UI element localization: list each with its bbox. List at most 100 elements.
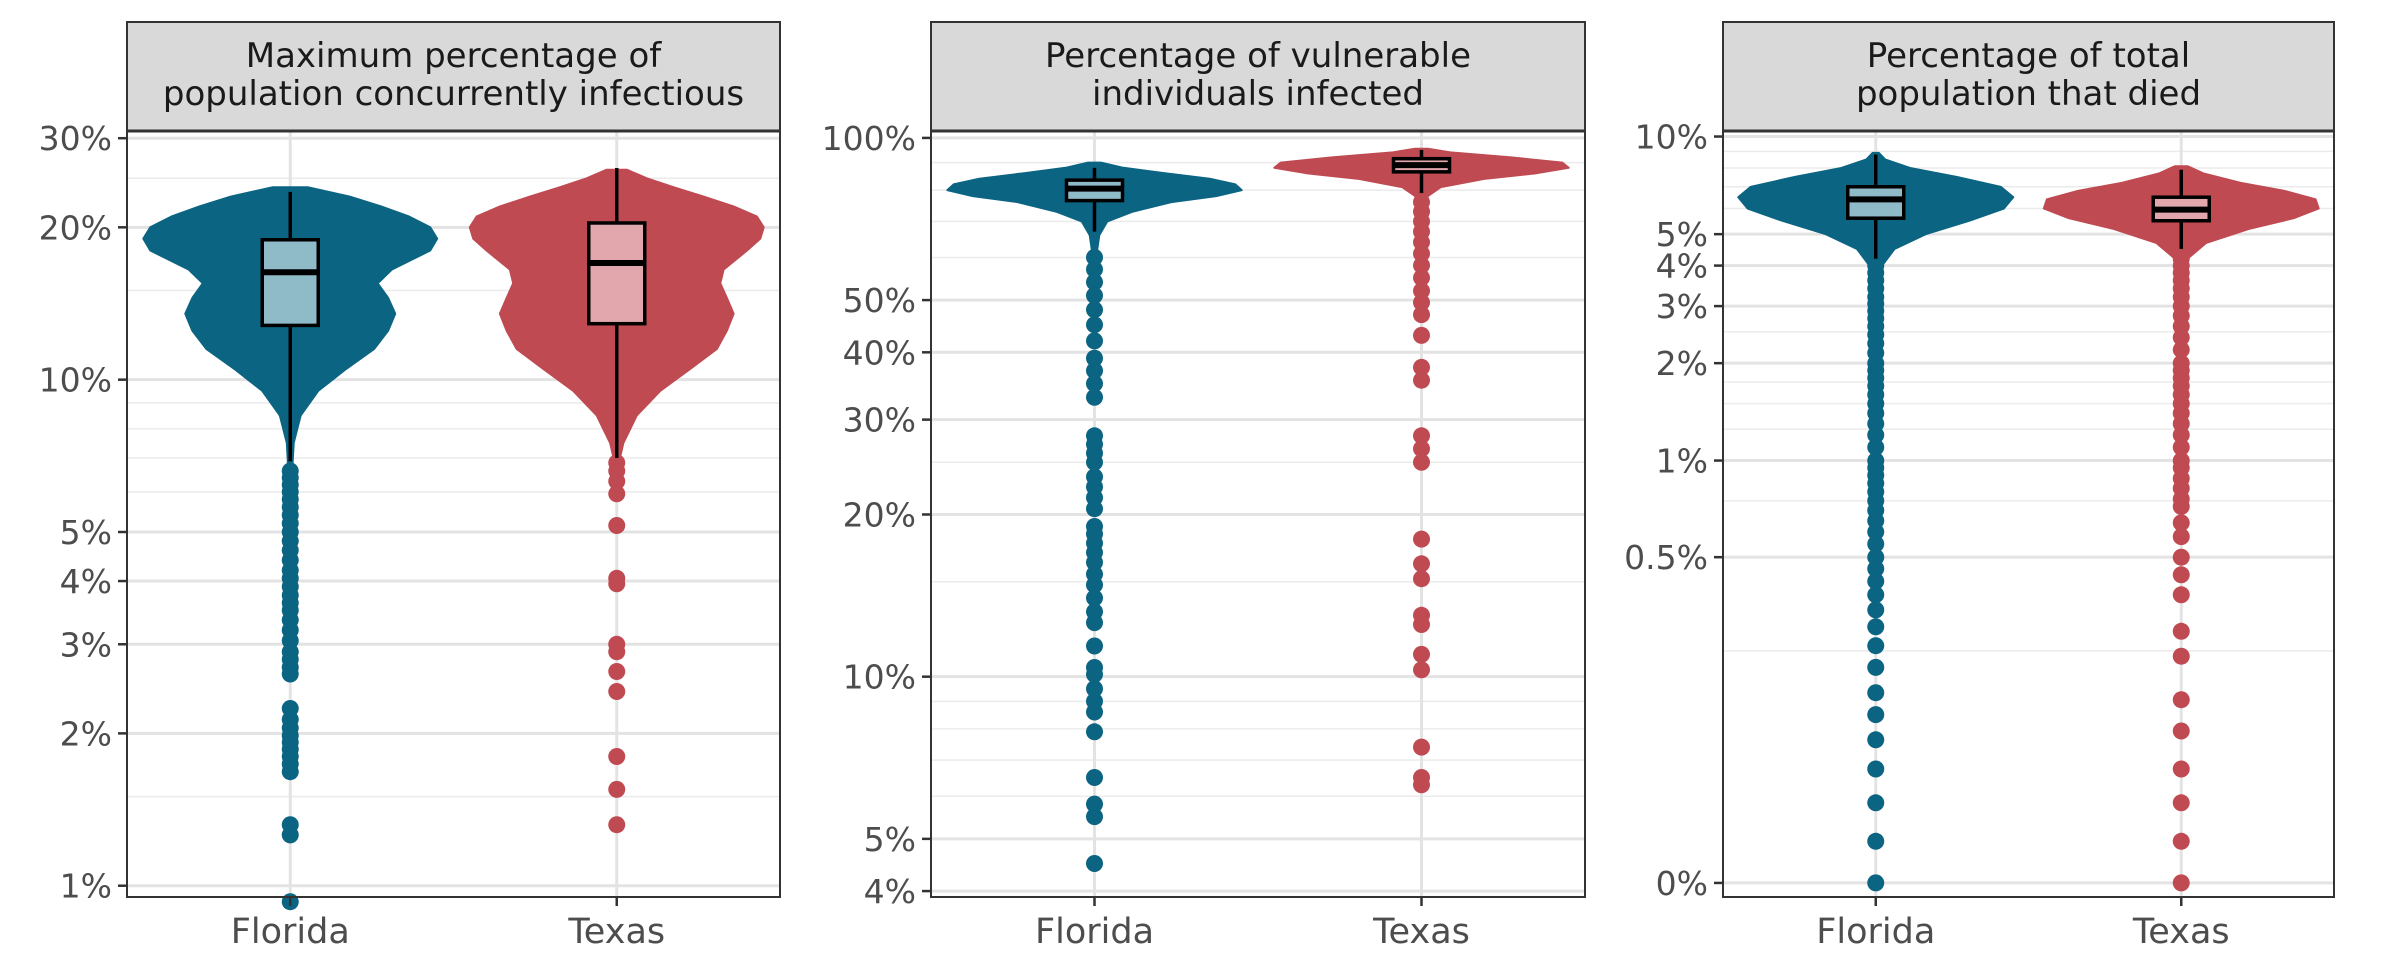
y-tick-label: 1%: [1656, 442, 1708, 481]
outlier-point: [2172, 691, 2190, 709]
outlier-point: [2172, 622, 2190, 640]
box-iqr: [587, 221, 647, 326]
outlier-point: [1867, 684, 1885, 702]
y-tick-label: 50%: [843, 281, 916, 320]
outlier-point: [1413, 256, 1430, 274]
outlier-point: [2172, 566, 2190, 584]
outlier-point: [1086, 468, 1103, 486]
y-tick-label: 2%: [1656, 344, 1708, 383]
outlier-point: [1867, 618, 1885, 636]
outlier-point: [1867, 438, 1885, 456]
outlier-point: [608, 485, 626, 503]
outlier-point: [1867, 794, 1885, 812]
outlier-point: [1867, 760, 1885, 778]
outlier-point: [1413, 530, 1430, 548]
outlier-point: [1086, 659, 1103, 676]
outlier-point: [608, 635, 626, 653]
y-tick-label: 4%: [864, 872, 916, 911]
outlier-point: [2172, 438, 2190, 456]
y-tick-label: 20%: [843, 495, 916, 534]
outlier-point: [1413, 427, 1430, 445]
outlier-point: [1086, 769, 1103, 786]
facet-title-line: individuals infected: [1092, 74, 1424, 114]
y-tick-label: 5%: [1656, 215, 1708, 254]
outlier-point: [1086, 680, 1103, 698]
outlier-point: [2172, 548, 2190, 566]
outlier-point: [281, 462, 299, 480]
box-iqr: [260, 238, 320, 328]
y-tick-label: 10%: [843, 658, 916, 697]
y-tick-label: 4%: [60, 562, 112, 601]
outlier-point: [2172, 832, 2190, 850]
x-tick-label: Texas: [1372, 912, 1470, 952]
outlier-point: [1867, 658, 1885, 676]
outlier-point: [1086, 795, 1103, 813]
outlier-point: [608, 748, 626, 765]
y-tick-label: 5%: [864, 820, 916, 859]
outlier-point: [2172, 341, 2190, 359]
outlier-point: [2172, 452, 2190, 470]
outlier-point: [1086, 855, 1103, 872]
outlier-point: [608, 780, 626, 798]
x-tick-label: Texas: [2132, 912, 2230, 952]
outlier-point: [1867, 731, 1885, 749]
outlier-point: [1413, 326, 1430, 344]
outlier-point: [1413, 282, 1430, 300]
outlier-point: [1086, 808, 1103, 826]
outlier-point: [1086, 362, 1103, 380]
facet-title-line: population concurrently infectious: [163, 74, 744, 114]
outlier-point: [2172, 760, 2190, 778]
y-tick-label: 5%: [60, 513, 112, 552]
outlier-point: [608, 683, 626, 700]
y-tick-label: 3%: [60, 625, 112, 664]
x-tick-label: Texas: [567, 912, 665, 952]
x-tick-label: Florida: [231, 912, 350, 952]
outlier-point: [1413, 193, 1430, 211]
y-tick-label: 100%: [822, 119, 916, 158]
outlier-point: [1413, 645, 1430, 663]
outlier-point: [1867, 586, 1885, 604]
outlier-point: [2172, 354, 2190, 372]
outlier-point: [1086, 518, 1103, 535]
y-tick-label: 4%: [1656, 247, 1708, 286]
y-tick-label: 10%: [1635, 118, 1708, 157]
facet-strip: [930, 21, 1586, 132]
outlier-point: [1413, 358, 1430, 376]
facet-title-line: Percentage of vulnerable: [1045, 36, 1471, 76]
outlier-point: [2172, 722, 2190, 740]
outlier-point: [1086, 287, 1103, 304]
outlier-point: [1867, 257, 1885, 275]
outlier-point: [2172, 528, 2190, 546]
outlier-point: [1086, 301, 1103, 319]
y-tick-label: 30%: [843, 401, 916, 440]
y-tick-label: 10%: [39, 361, 112, 400]
outlier-point: [2172, 647, 2190, 665]
outlier-point: [1086, 375, 1103, 393]
facet-title-line: Maximum percentage of: [246, 36, 663, 76]
y-tick-label: 1%: [60, 867, 112, 906]
box-iqr: [1846, 185, 1906, 220]
facet-title-line: population that died: [1856, 74, 2201, 114]
outlier-point: [1086, 427, 1103, 445]
outlier-point: [1086, 332, 1103, 350]
outlier-point: [1867, 706, 1885, 724]
outlier-point: [1867, 832, 1885, 850]
outlier-point: [1413, 661, 1430, 679]
outlier-point: [1086, 637, 1103, 655]
y-tick-label: 0%: [1656, 864, 1708, 903]
y-tick-label: 3%: [1656, 287, 1708, 326]
outlier-point: [1867, 601, 1885, 619]
x-tick-label: Florida: [1035, 912, 1154, 952]
outlier-point: [1086, 388, 1103, 406]
outlier-point: [1413, 269, 1430, 287]
outlier-point: [1867, 452, 1885, 470]
y-tick-label: 30%: [39, 119, 112, 158]
outlier-point: [1413, 769, 1430, 786]
outlier-point: [1413, 738, 1430, 756]
outlier-point: [608, 663, 626, 680]
outlier-point: [2172, 586, 2190, 604]
